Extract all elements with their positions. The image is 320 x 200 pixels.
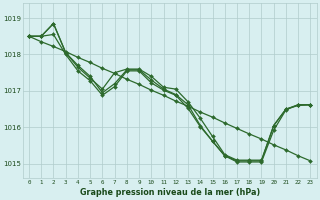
X-axis label: Graphe pression niveau de la mer (hPa): Graphe pression niveau de la mer (hPa)	[80, 188, 260, 197]
